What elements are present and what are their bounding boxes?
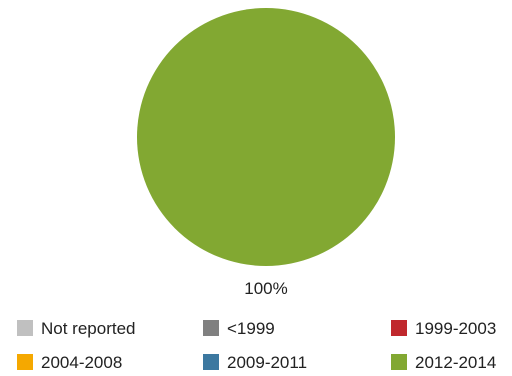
legend-swatch: [391, 354, 407, 370]
legend-swatch: [17, 354, 33, 370]
legend-label: Not reported: [41, 319, 136, 338]
legend-label: 2009-2011: [227, 353, 307, 372]
legend-swatch: [203, 354, 219, 370]
legend-label: 1999-2003: [415, 319, 496, 338]
pie-data-labels: 100%: [244, 279, 287, 298]
pie-slice-2012-2014: [137, 8, 395, 266]
legend-label: <1999: [227, 319, 275, 338]
legend-swatch: [17, 320, 33, 336]
legend-label: 2004-2008: [41, 353, 122, 372]
legend-swatch: [203, 320, 219, 336]
pie-slices: [137, 8, 395, 266]
legend-label: 2012-2014: [415, 353, 496, 372]
chart-legend: Not reported <1999 1999-2003 2004-2008 2009-…: [17, 319, 496, 372]
pie-data-label: 100%: [244, 279, 287, 298]
legend-swatch: [391, 320, 407, 336]
